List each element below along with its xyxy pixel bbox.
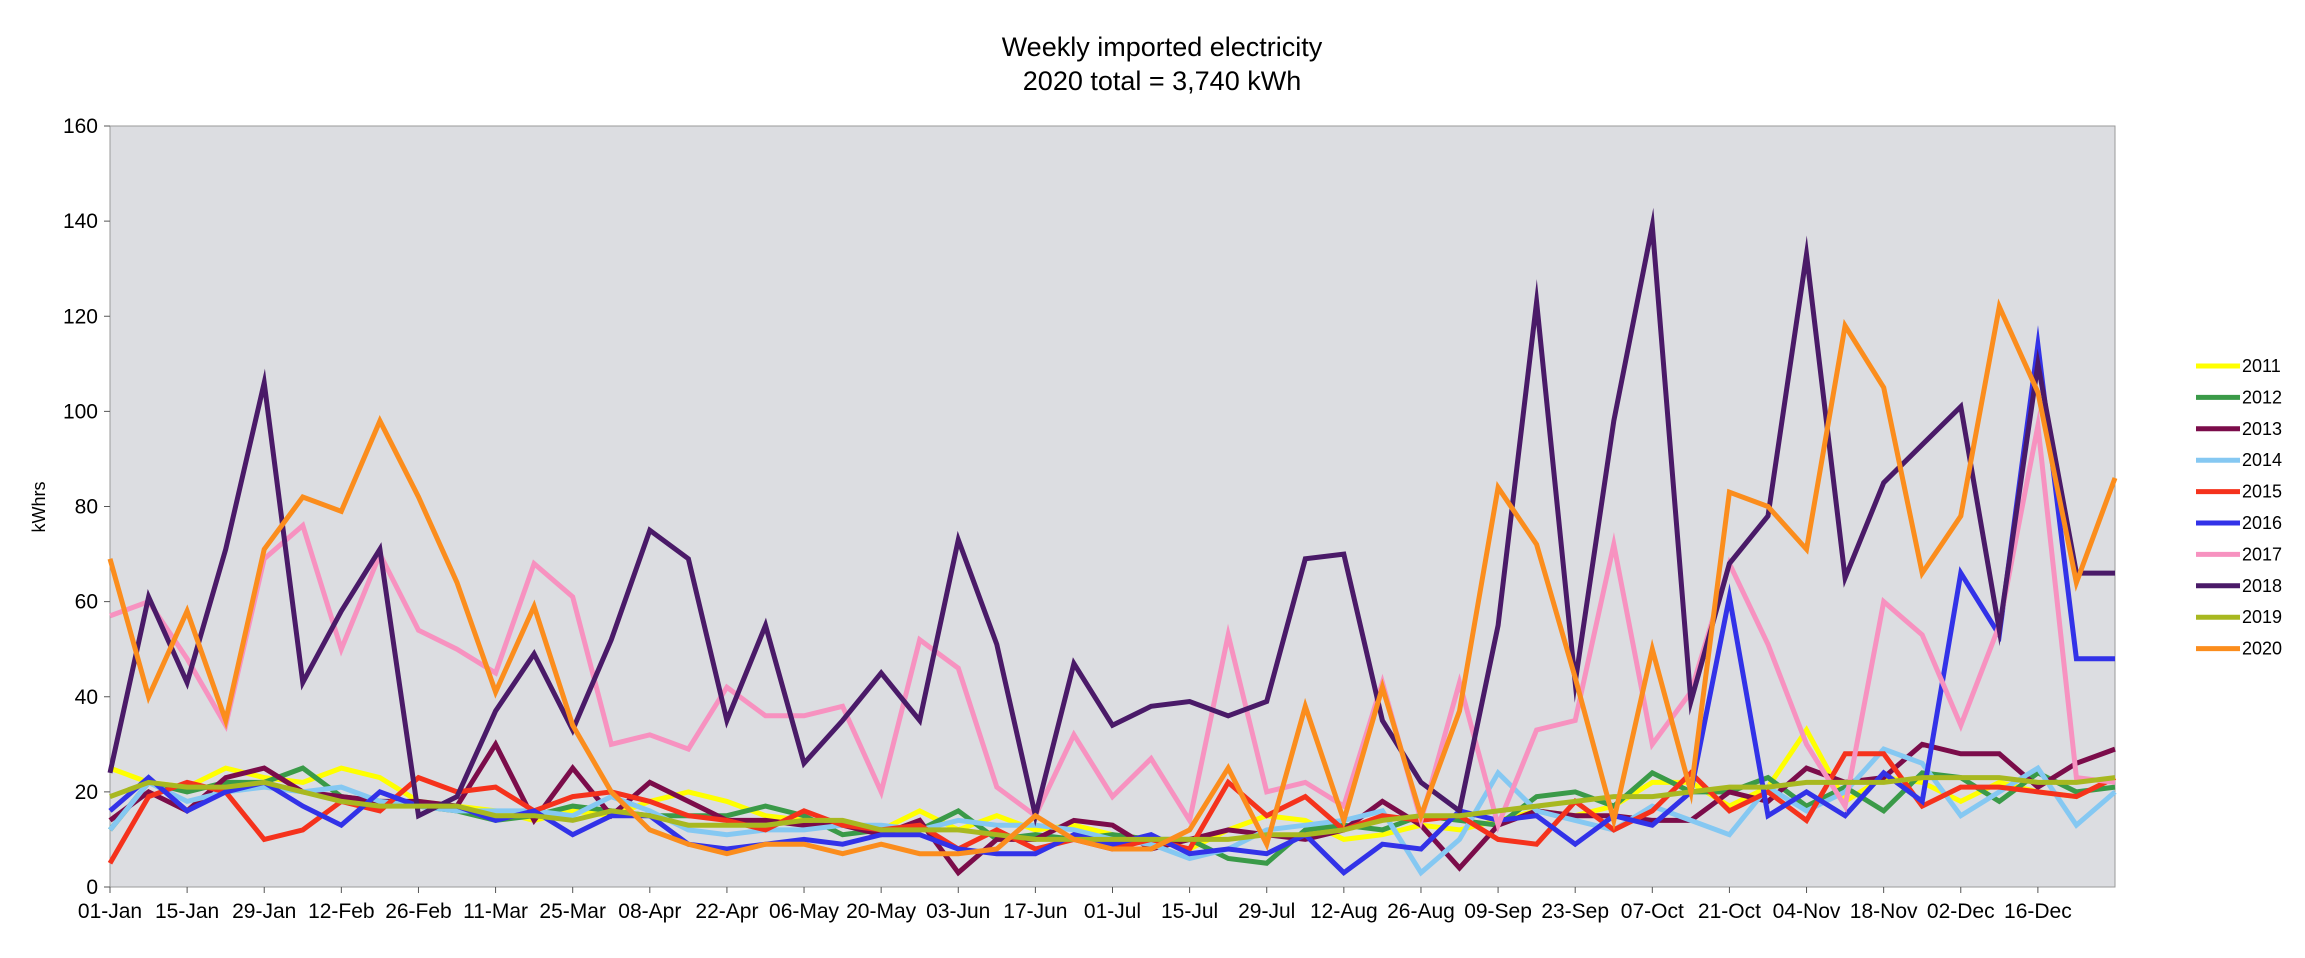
legend: 2011 2012 2013 2014 2015 2016 2017 2018 2019 2020 [2196,356,2282,659]
y-tick-label: 160 [63,115,98,138]
chart-title-line-2: 2020 total = 3,740 kWh [1023,66,1301,96]
y-tick-label: 40 [75,686,98,709]
x-tick-label: 29-Jan [232,900,296,923]
legend-label-2017: 2017 [2242,544,2282,564]
x-tick-label: 26-Aug [1387,900,1455,923]
x-tick-label: 03-Jun [926,900,990,923]
x-tick-label: 08-Apr [618,900,681,923]
x-tick-label: 09-Sep [1464,900,1532,923]
series-line-2019 [109,775,2116,842]
x-tick-label: 04-Nov [1773,900,1841,923]
series-lines [107,207,2118,877]
x-tick-label: 18-Nov [1850,900,1918,923]
x-tick-label: 23-Sep [1541,900,1609,923]
x-tick-label: 29-Jul [1238,900,1295,923]
x-tick-label: 16-Dec [2004,900,2072,923]
x-tick-label: 02-Dec [1927,900,1995,923]
series-line-2017 [109,408,2116,834]
x-tick-label: 07-Oct [1621,900,1684,923]
x-tick-label: 11-Mar [463,900,528,923]
legend-label-2011: 2011 [2242,356,2281,376]
y-tick-label: 60 [75,591,98,614]
series-line-2020 [107,298,2118,857]
chart-title: Weekly imported electricity 2020 total =… [1002,32,1323,96]
x-axis-ticks: 01-Jan 15-Jan 29-Jan 12-Feb 26-Feb 11-Mar 25-M… [78,887,2072,923]
y-tick-label: 0 [86,876,98,899]
legend-label-2012: 2012 [2242,387,2282,407]
x-tick-label: 15-Jul [1161,900,1218,923]
x-tick-label: 06-May [769,900,840,923]
y-tick-label: 120 [63,305,98,328]
x-tick-label: 17-Jun [1003,900,1067,923]
x-tick-label: 12-Aug [1310,900,1378,923]
x-tick-label: 25-Mar [539,900,606,923]
y-axis-ticks: 0 20 40 60 80 100 120 140 160 [63,115,110,899]
y-tick-label: 100 [63,400,98,423]
legend-label-2013: 2013 [2242,419,2282,439]
x-tick-label: 12-Feb [308,900,375,923]
x-tick-label: 15-Jan [155,900,219,923]
x-tick-label: 01-Jan [78,900,142,923]
legend-label-2019: 2019 [2242,607,2282,627]
legend-label-2020: 2020 [2242,639,2282,659]
x-tick-label: 20-May [846,900,917,923]
legend-label-2014: 2014 [2242,450,2282,470]
y-axis-label: kWhrs [29,482,49,533]
y-tick-label: 80 [75,496,98,519]
plot-area [109,125,2116,888]
legend-label-2016: 2016 [2242,513,2282,533]
chart-title-line-1: Weekly imported electricity [1002,32,1323,62]
legend-label-2018: 2018 [2242,576,2282,596]
y-tick-label: 140 [63,210,98,233]
x-tick-label: 22-Apr [695,900,758,923]
x-tick-label: 26-Feb [385,900,452,923]
x-tick-label: 01-Jul [1084,900,1141,923]
legend-label-2015: 2015 [2242,482,2282,502]
y-tick-label: 20 [75,781,98,804]
series-line-2018 [107,207,2115,827]
x-tick-label: 21-Oct [1698,900,1761,923]
